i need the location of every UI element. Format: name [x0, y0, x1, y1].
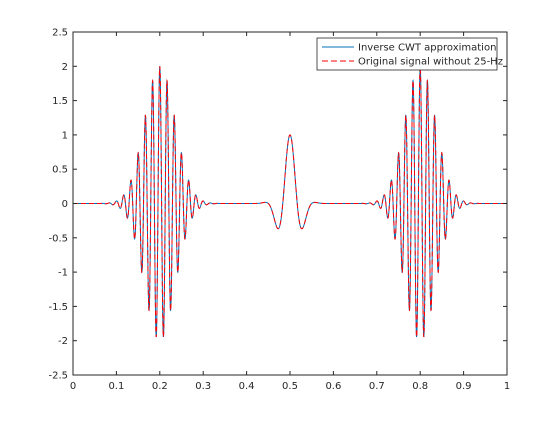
- legend-label-inverse-cwt: Inverse CWT approximation: [358, 43, 496, 54]
- plot-area-background: [73, 32, 507, 375]
- y-tick-label: 1.5: [52, 96, 68, 107]
- legend: Inverse CWT approximation Original signa…: [316, 37, 503, 71]
- x-tick-label: 0.9: [456, 381, 472, 392]
- x-tick-label: 0.7: [369, 381, 385, 392]
- legend-box: [316, 37, 498, 71]
- x-tick-label: 0.5: [282, 381, 298, 392]
- y-tick-label: 2.5: [52, 28, 68, 39]
- y-tick-label: 2: [62, 62, 68, 73]
- y-tick-label: -2: [58, 336, 68, 347]
- y-tick-label: 0: [62, 199, 68, 210]
- y-tick-label: -0.5: [48, 233, 68, 244]
- y-tick-label: 1: [62, 130, 68, 141]
- x-tick-label: 0.4: [239, 381, 255, 392]
- x-tick-label: 0.1: [108, 381, 124, 392]
- legend-label-original-signal: Original signal without 25-Hz: [358, 57, 503, 68]
- y-axis: -2.5 -2 -1.5 -1 -0.5 0 0.5 1 1.5 2 2.5: [48, 28, 507, 382]
- x-tick-label: 0.2: [152, 381, 168, 392]
- y-tick-label: -2.5: [48, 371, 68, 382]
- series-line-original-signal: [73, 66, 507, 338]
- x-tick-label: 0: [70, 381, 76, 392]
- y-tick-label: 0.5: [52, 165, 68, 176]
- x-tick-label: 0.6: [325, 381, 341, 392]
- y-tick-label: -1: [58, 268, 68, 279]
- x-tick-label: 1: [504, 381, 510, 392]
- x-tick-label: 0.3: [195, 381, 211, 392]
- series-layer: [73, 66, 507, 338]
- x-tick-label: 0.8: [412, 381, 428, 392]
- y-tick-label: -1.5: [48, 302, 68, 313]
- x-axis: 0 0.1 0.2 0.3 0.4 0.5 0.6 0.7 0.8 0.9 1: [70, 32, 510, 392]
